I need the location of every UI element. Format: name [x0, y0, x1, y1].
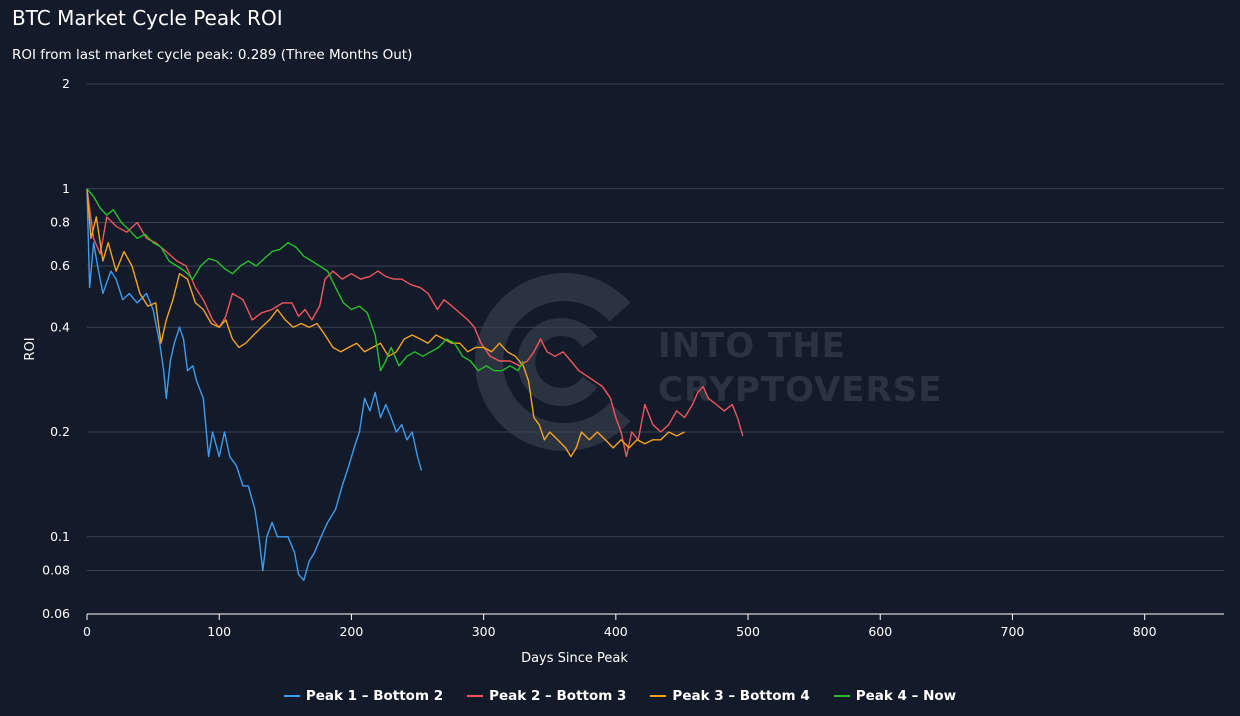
series-line-2	[86, 188, 744, 458]
y-tick-label: 0.2	[50, 424, 70, 439]
chart-title: BTC Market Cycle Peak ROI	[12, 6, 283, 30]
grid-lines	[87, 83, 1224, 572]
legend-swatch	[283, 695, 300, 697]
x-tick-label: 400	[604, 624, 628, 639]
x-tick-label: 600	[868, 624, 892, 639]
chart-subtitle: ROI from last market cycle peak: 0.289 (…	[12, 47, 413, 63]
legend: Peak 1 – Bottom 2 Peak 2 – Bottom 3 Peak 3…	[0, 688, 1240, 704]
legend-label: Peak 4 – Now	[855, 688, 957, 704]
series-line-3	[86, 188, 685, 458]
x-tick-label: 700	[1001, 624, 1025, 639]
y-tick-label: 0.6	[50, 258, 70, 273]
legend-item-4[interactable]: Peak 4 – Now	[833, 688, 957, 704]
x-tick-label: 200	[339, 624, 363, 639]
y-tick-label: 0.4	[50, 319, 70, 334]
series-line-4	[86, 188, 524, 372]
legend-swatch	[833, 695, 850, 697]
legend-item-2[interactable]: Peak 2 – Bottom 3	[467, 688, 626, 704]
legend-label: Peak 3 – Bottom 4	[672, 688, 810, 704]
y-tick-label: 0.08	[42, 563, 70, 578]
x-tick-label: 300	[472, 624, 496, 639]
x-tick-label: 100	[207, 624, 231, 639]
y-tick-label: 1	[62, 181, 70, 196]
x-tick-label: 500	[736, 624, 760, 639]
x-tick-label: 800	[1133, 624, 1157, 639]
y-axis-title: ROI	[23, 337, 38, 360]
legend-swatch	[650, 695, 667, 697]
x-axis: 0 100 200 300 400 500 600 700 800	[83, 613, 1224, 639]
legend-item-1[interactable]: Peak 1 – Bottom 2	[283, 688, 444, 704]
legend-item-3[interactable]: Peak 3 – Bottom 4	[650, 688, 810, 704]
y-axis: 2 1 0.8 0.6 0.4 0.2 0.1 0.08 0.06	[42, 76, 70, 621]
x-tick-label: 0	[83, 624, 91, 639]
y-tick-label: 0.1	[50, 529, 70, 544]
y-tick-label: 0.06	[42, 606, 70, 621]
series-line-1	[86, 188, 423, 581]
y-tick-label: 2	[62, 76, 70, 91]
y-tick-label: 0.8	[50, 214, 70, 229]
legend-swatch	[467, 695, 484, 697]
legend-label: Peak 2 – Bottom 3	[489, 688, 627, 704]
series-lines	[86, 188, 744, 581]
legend-label: Peak 1 – Bottom 2	[305, 688, 444, 704]
x-axis-title: Days Since Peak	[521, 651, 628, 666]
